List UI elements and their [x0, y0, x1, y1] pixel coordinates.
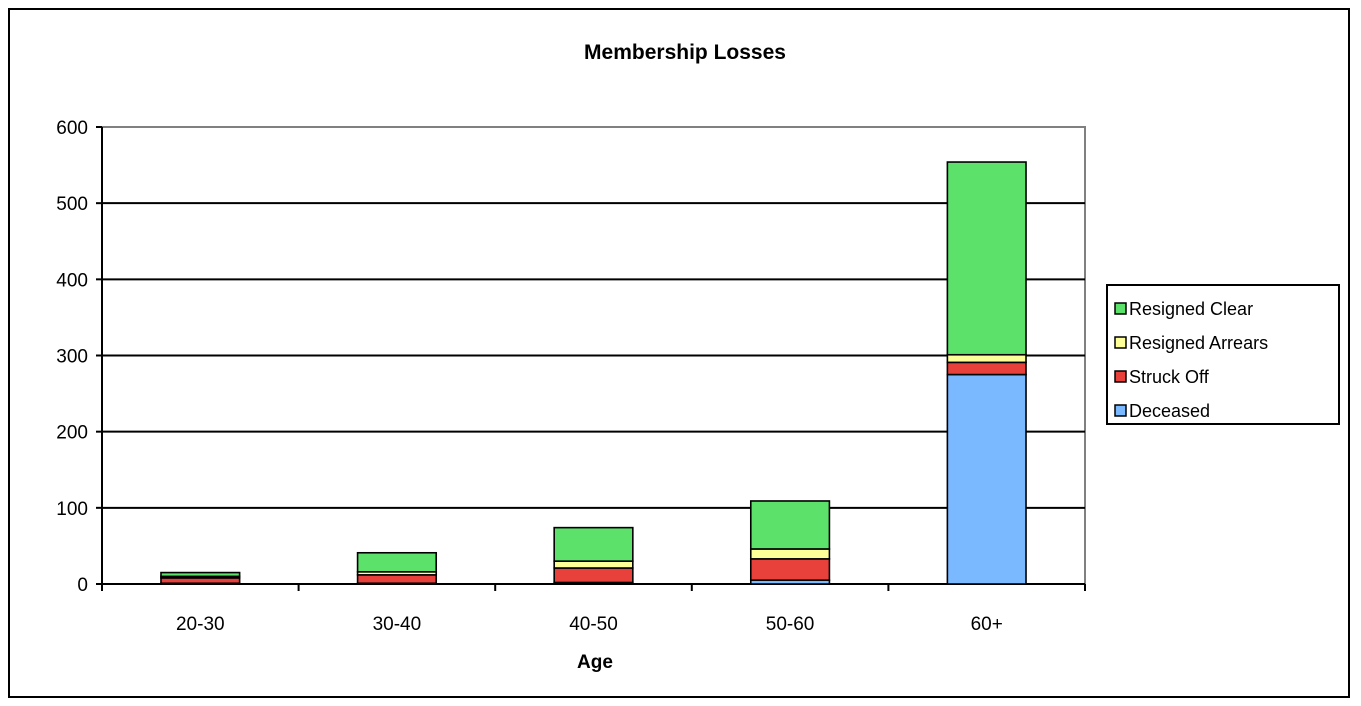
- y-tick-label: 100: [56, 499, 88, 520]
- bar-resigned-clear-40-50: [553, 526, 634, 562]
- x-tick-label: 60+: [971, 614, 1003, 635]
- legend-swatch-resigned-arrears: [1114, 336, 1127, 349]
- chart-title: Membership Losses: [584, 41, 786, 64]
- bar-resigned-clear-20-30: [160, 571, 241, 578]
- plot-area: 0 100 200 300 400 500 600 20-30 30-40 40-50 50-60 6…: [56, 118, 1086, 635]
- legend-swatch-resigned-clear: [1114, 302, 1127, 315]
- legend-label: Deceased: [1129, 401, 1210, 421]
- y-tick-label: 600: [56, 118, 88, 139]
- x-tick-label: 30-40: [373, 614, 422, 635]
- bar-resigned-arrears-50-60: [749, 548, 831, 560]
- bar-resigned-clear-60+: [946, 161, 1027, 356]
- bar-resigned-clear-30-40: [356, 551, 438, 573]
- legend: Resigned Clear Resigned Arrears Struck Off…: [1106, 284, 1340, 425]
- legend-swatch-struck-off: [1114, 370, 1127, 383]
- x-tick-label: 50-60: [766, 614, 815, 635]
- bar-struck-off-30-40: [356, 574, 438, 585]
- legend-box: [1106, 284, 1340, 425]
- bar-resigned-arrears-40-50: [553, 560, 634, 569]
- y-tick-label: 200: [56, 423, 88, 444]
- y-tick-label: 0: [77, 575, 88, 596]
- bar-struck-off-40-50: [553, 567, 634, 584]
- x-tick-label: 40-50: [569, 614, 618, 635]
- legend-label: Resigned Arrears: [1129, 333, 1268, 353]
- bar-deceased-60+: [946, 373, 1027, 585]
- bar-struck-off-60+: [946, 361, 1027, 376]
- y-tick-label: 500: [56, 194, 88, 215]
- y-tick-label: 300: [56, 347, 88, 368]
- x-tick-label: 20-30: [176, 614, 225, 635]
- legend-label: Resigned Clear: [1129, 299, 1253, 319]
- bar-resigned-arrears-60+: [946, 353, 1027, 364]
- bar-struck-off-50-60: [749, 558, 831, 581]
- legend-label: Struck Off: [1129, 367, 1210, 387]
- y-tick-label: 400: [56, 270, 88, 291]
- legend-swatch-deceased: [1114, 404, 1127, 417]
- x-axis-title: Age: [577, 652, 613, 673]
- bar-resigned-clear-50-60: [749, 500, 831, 550]
